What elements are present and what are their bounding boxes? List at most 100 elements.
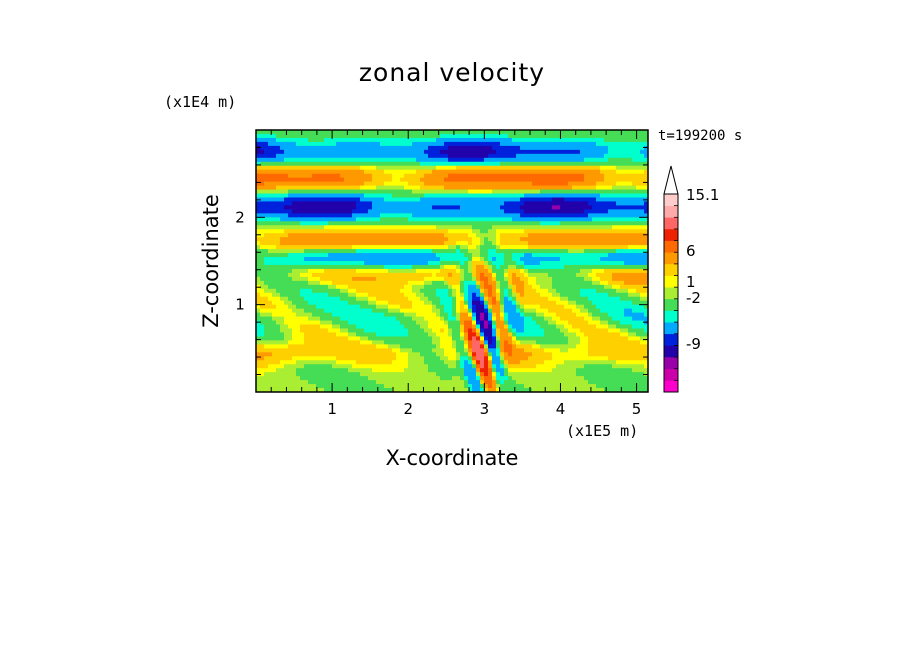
heatmap-cell: [396, 388, 401, 392]
heatmap-cell: [336, 165, 341, 171]
heatmap-cell: [464, 201, 469, 207]
heatmap-cell: [544, 130, 549, 135]
heatmap-cell: [408, 233, 413, 238]
heatmap-cell: [552, 372, 557, 377]
heatmap-cell: [524, 300, 529, 306]
heatmap-cell: [312, 348, 317, 353]
heatmap-cell: [336, 324, 341, 330]
heatmap-cell: [296, 300, 301, 306]
heatmap-cell: [288, 237, 293, 242]
heatmap-cell: [340, 312, 345, 318]
heatmap-cell: [556, 245, 561, 250]
heatmap-cell: [476, 296, 481, 302]
heatmap-cell: [448, 320, 453, 326]
heatmap-cell: [316, 217, 321, 222]
heatmap-cell: [476, 384, 481, 389]
heatmap-cell: [424, 324, 429, 330]
heatmap-cell: [428, 348, 433, 353]
heatmap-cell: [304, 229, 309, 234]
heatmap-cell: [260, 304, 265, 310]
heatmap-cell: [352, 233, 357, 238]
heatmap-cell: [440, 145, 445, 151]
heatmap-cell: [272, 137, 277, 143]
heatmap-cell: [448, 141, 453, 147]
heatmap-cell: [416, 153, 421, 159]
heatmap-cell: [416, 268, 421, 274]
heatmap-cell: [456, 197, 461, 203]
heatmap-cell: [316, 372, 321, 377]
heatmap-cell: [484, 181, 489, 187]
heatmap-cell: [304, 296, 309, 302]
heatmap-cell: [532, 145, 537, 151]
heatmap-cell: [492, 332, 497, 338]
heatmap-cell: [528, 209, 533, 214]
heatmap-cell: [512, 169, 517, 175]
heatmap-cell: [376, 193, 381, 199]
heatmap-cell: [336, 141, 341, 147]
heatmap-cell: [264, 201, 269, 207]
heatmap-cell: [424, 384, 429, 389]
heatmap-cell: [404, 225, 409, 230]
heatmap-cell: [328, 368, 333, 373]
heatmap-cell: [492, 205, 497, 210]
heatmap-cell: [488, 336, 493, 341]
heatmap-cell: [256, 133, 261, 139]
heatmap-cell: [352, 205, 357, 210]
heatmap-cell: [464, 272, 469, 278]
heatmap-cell: [376, 130, 381, 135]
heatmap-cell: [556, 221, 561, 226]
heatmap-cell: [432, 253, 437, 258]
heatmap-cell: [268, 217, 273, 222]
heatmap-cell: [556, 209, 561, 214]
heatmap-cell: [520, 272, 525, 278]
heatmap-cell: [404, 292, 409, 298]
heatmap-cell: [312, 328, 317, 334]
heatmap-cell: [360, 364, 365, 369]
heatmap-cell: [356, 324, 361, 330]
heatmap-cell: [516, 193, 521, 199]
heatmap-cell: [424, 197, 429, 203]
heatmap-cell: [372, 372, 377, 377]
heatmap-cell: [404, 352, 409, 357]
heatmap-cell: [284, 229, 289, 234]
heatmap-cell: [264, 296, 269, 302]
heatmap-cell: [260, 348, 265, 353]
heatmap-cell: [316, 360, 321, 365]
heatmap-cell: [480, 130, 485, 135]
heatmap-cell: [508, 268, 513, 274]
heatmap-cell: [464, 245, 469, 250]
heatmap-cell: [392, 145, 397, 151]
heatmap-cell: [448, 268, 453, 274]
heatmap-cell: [508, 264, 513, 270]
heatmap-cell: [492, 177, 497, 183]
heatmap-cell: [296, 133, 301, 139]
heatmap-cell: [316, 165, 321, 171]
heatmap-cell: [284, 304, 289, 310]
heatmap-cell: [288, 280, 293, 286]
heatmap-cell: [328, 352, 333, 357]
heatmap-cell: [436, 197, 441, 203]
heatmap-cell: [420, 157, 425, 163]
heatmap-cell: [484, 384, 489, 389]
heatmap-cell: [516, 276, 521, 282]
heatmap-cell: [468, 360, 473, 365]
heatmap-cell: [348, 189, 353, 195]
heatmap-cell: [348, 185, 353, 191]
heatmap-cell: [292, 177, 297, 183]
heatmap-cell: [396, 280, 401, 286]
heatmap-cell: [264, 221, 269, 226]
heatmap-cell: [332, 177, 337, 183]
heatmap-cell: [396, 360, 401, 365]
heatmap-cell: [440, 300, 445, 306]
heatmap-cell: [316, 300, 321, 306]
heatmap-cell: [272, 316, 277, 322]
heatmap-cell: [376, 177, 381, 183]
heatmap-cell: [280, 157, 285, 163]
heatmap-cell: [440, 360, 445, 365]
heatmap-cell: [264, 233, 269, 238]
heatmap-cell: [352, 356, 357, 361]
heatmap-cell: [388, 201, 393, 207]
heatmap-cell: [404, 201, 409, 207]
heatmap-cell: [548, 201, 553, 207]
heatmap-cell: [384, 165, 389, 171]
